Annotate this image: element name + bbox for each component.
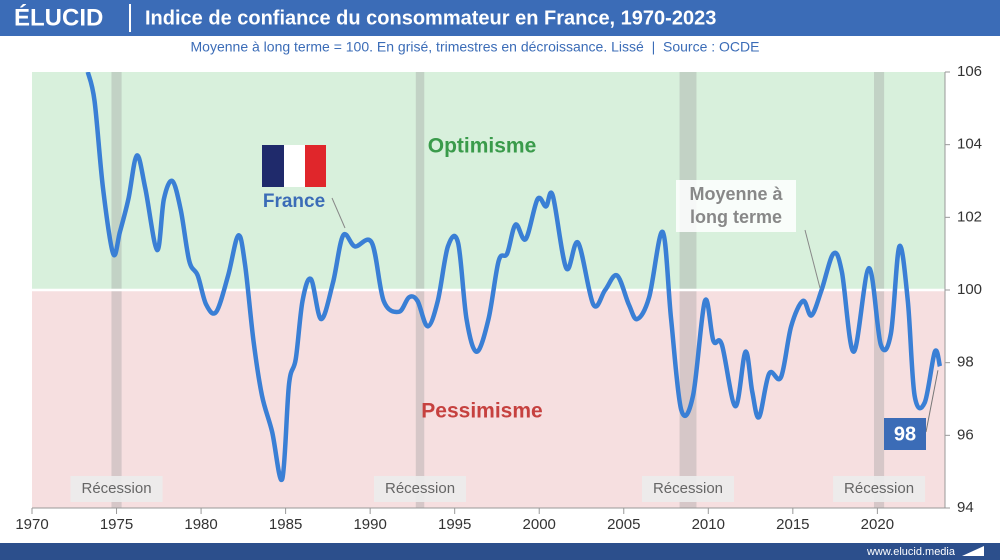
recession-label-bg (833, 476, 926, 502)
mean-label: Moyenne à (689, 184, 783, 204)
y-tick-label: 96 (957, 426, 974, 443)
x-tick-label: 2020 (861, 516, 894, 533)
x-tick-label: 1975 (100, 516, 133, 533)
y-tick-label: 102 (957, 208, 982, 225)
x-tick-label: 1980 (184, 516, 217, 533)
x-tick-label: 2015 (776, 516, 809, 533)
series-label: France (263, 191, 325, 212)
below-label: Pessimisme (421, 400, 542, 423)
mean-label: long terme (690, 207, 782, 227)
x-tick-label: 1970 (15, 516, 48, 533)
series-line (85, 72, 943, 483)
footer: www.elucid.media (866, 546, 956, 558)
footer-icon (962, 546, 984, 556)
flag-blue (262, 145, 284, 187)
series-leader (331, 197, 346, 229)
chart-title: Indice de confiance du consommateur en F… (145, 7, 716, 29)
y-tick-label: 94 (957, 499, 974, 516)
y-tick-label: 104 (957, 136, 982, 153)
x-tick-label: 2010 (692, 516, 725, 533)
above-label: Optimisme (428, 135, 537, 158)
y-tick-label: 100 (957, 281, 982, 298)
recession-label-bg (374, 476, 467, 502)
end-label: 98 (894, 423, 916, 445)
y-tick-label: 106 (957, 63, 982, 80)
flag-white (284, 145, 305, 187)
brand: ÉLUCID (14, 3, 103, 31)
series-label-bg (258, 190, 330, 214)
recession-label-bg (642, 476, 735, 502)
x-tick-label: 1990 (353, 516, 386, 533)
y-tick-label: 98 (957, 354, 974, 371)
footer-bar (0, 543, 1000, 560)
flag-red (305, 145, 326, 187)
recession-label: Récession (844, 480, 914, 497)
mean-leader (804, 229, 821, 289)
x-tick-label: 2005 (607, 516, 640, 533)
recession-label-bg (70, 476, 163, 502)
end-leader (925, 370, 939, 433)
mean-label-bg (676, 180, 796, 232)
recession-label: Récession (653, 480, 723, 497)
x-tick-label: 1985 (269, 516, 302, 533)
recession-label: Récession (385, 480, 455, 497)
header-bar (0, 0, 1000, 36)
x-tick-label: 1995 (438, 516, 471, 533)
end-label-box (884, 418, 926, 450)
subtitle: Moyenne à long terme = 100. En grisé, tr… (191, 39, 760, 55)
x-tick-label: 2000 (523, 516, 556, 533)
recession-label: Récession (82, 480, 152, 497)
